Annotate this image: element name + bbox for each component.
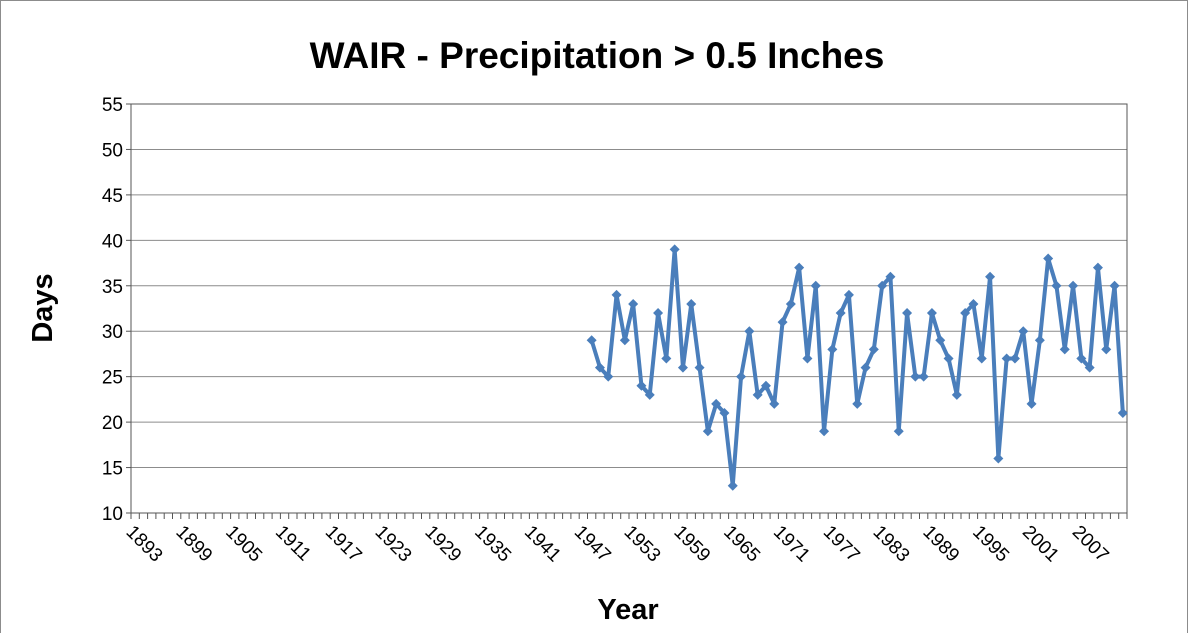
y-tick-label: 10: [102, 504, 123, 525]
data-marker: [1018, 326, 1029, 337]
data-marker: [1109, 280, 1120, 291]
data-marker: [943, 353, 954, 364]
data-marker: [993, 453, 1004, 464]
data-marker: [1068, 280, 1079, 291]
data-marker: [694, 362, 705, 373]
data-marker: [1117, 408, 1128, 419]
data-marker: [644, 389, 655, 400]
data-marker: [1076, 353, 1087, 364]
data-marker: [752, 389, 763, 400]
data-marker: [868, 344, 879, 355]
data-marker: [968, 298, 979, 309]
y-tick-label: 35: [102, 277, 123, 298]
data-marker: [985, 271, 996, 282]
data-marker: [653, 308, 664, 319]
data-marker: [711, 398, 722, 409]
data-marker: [677, 362, 688, 373]
data-marker: [926, 308, 937, 319]
data-marker: [785, 298, 796, 309]
data-marker: [1092, 262, 1103, 273]
data-marker: [628, 298, 639, 309]
y-tick-label: 45: [102, 186, 123, 207]
data-marker: [760, 380, 771, 391]
data-marker: [594, 362, 605, 373]
data-marker: [619, 335, 630, 346]
data-marker: [951, 389, 962, 400]
data-marker: [669, 244, 680, 255]
data-marker: [702, 426, 713, 437]
data-marker: [1051, 280, 1062, 291]
data-marker: [877, 280, 888, 291]
data-marker: [885, 271, 896, 282]
data-marker: [935, 335, 946, 346]
data-marker: [835, 308, 846, 319]
data-marker: [719, 408, 730, 419]
data-marker: [686, 298, 697, 309]
data-marker: [1059, 344, 1070, 355]
data-marker: [736, 371, 747, 382]
y-tick-label: 15: [102, 459, 123, 480]
data-marker: [1043, 253, 1054, 264]
data-marker: [852, 398, 863, 409]
data-marker: [661, 353, 672, 364]
data-marker: [1034, 335, 1045, 346]
y-tick-label: 50: [102, 140, 123, 161]
y-tick-label: 20: [102, 413, 123, 434]
data-marker: [910, 371, 921, 382]
data-marker: [960, 308, 971, 319]
data-marker: [769, 398, 780, 409]
data-marker: [827, 344, 838, 355]
y-tick-label: 30: [102, 322, 123, 343]
data-marker: [843, 289, 854, 300]
data-marker: [586, 335, 597, 346]
data-marker: [611, 289, 622, 300]
data-marker: [1084, 362, 1095, 373]
y-tick-label: 25: [102, 368, 123, 389]
data-marker: [918, 371, 929, 382]
data-marker: [802, 353, 813, 364]
y-axis-label: Days: [27, 273, 59, 342]
data-marker: [860, 362, 871, 373]
data-marker: [976, 353, 987, 364]
data-marker: [819, 426, 830, 437]
data-marker: [1026, 398, 1037, 409]
data-marker: [893, 426, 904, 437]
data-marker: [794, 262, 805, 273]
y-tick-label: 55: [102, 95, 123, 116]
data-marker: [810, 280, 821, 291]
data-marker: [777, 317, 788, 328]
data-marker: [744, 326, 755, 337]
data-marker: [902, 308, 913, 319]
data-marker: [1009, 353, 1020, 364]
chart-title: WAIR - Precipitation > 0.5 Inches: [310, 35, 885, 76]
data-marker: [603, 371, 614, 382]
data-marker: [1101, 344, 1112, 355]
data-marker: [727, 480, 738, 491]
data-marker: [636, 380, 647, 391]
data-marker: [1001, 353, 1012, 364]
x-axis-label: Year: [597, 594, 658, 626]
y-tick-label: 40: [102, 231, 123, 252]
